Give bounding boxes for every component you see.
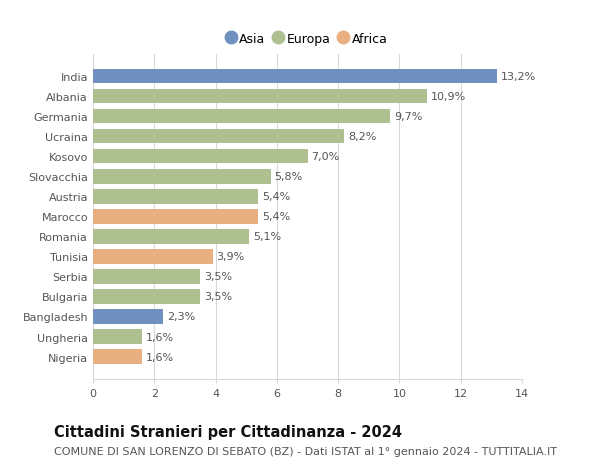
Text: 5,4%: 5,4% [262,212,290,222]
Text: 5,1%: 5,1% [253,232,281,242]
Text: 3,9%: 3,9% [216,252,244,262]
Text: 8,2%: 8,2% [348,132,376,142]
Text: 5,8%: 5,8% [274,172,302,182]
Bar [93,310,163,324]
Text: Cittadini Stranieri per Cittadinanza - 2024: Cittadini Stranieri per Cittadinanza - 2… [54,425,402,440]
Bar [93,70,497,84]
Legend: Asia, Europa, Africa: Asia, Europa, Africa [224,29,391,50]
Bar [93,150,308,164]
Text: 10,9%: 10,9% [431,92,466,102]
Text: 7,0%: 7,0% [311,152,340,162]
Bar [93,210,259,224]
Text: 9,7%: 9,7% [394,112,422,122]
Bar [93,110,390,124]
Text: 2,3%: 2,3% [167,312,196,322]
Bar [93,230,249,244]
Bar [93,130,344,144]
Bar [93,290,200,304]
Text: 3,5%: 3,5% [204,292,232,302]
Text: COMUNE DI SAN LORENZO DI SEBATO (BZ) - Dati ISTAT al 1° gennaio 2024 - TUTTITALI: COMUNE DI SAN LORENZO DI SEBATO (BZ) - D… [54,446,557,456]
Bar [93,350,142,364]
Text: 3,5%: 3,5% [204,272,232,282]
Text: 5,4%: 5,4% [262,192,290,202]
Bar [93,269,200,284]
Bar [93,330,142,344]
Bar [93,190,259,204]
Text: 13,2%: 13,2% [501,72,536,82]
Text: 1,6%: 1,6% [146,332,174,342]
Bar [93,250,212,264]
Bar [93,170,271,184]
Text: 1,6%: 1,6% [146,352,174,362]
Bar [93,90,427,104]
